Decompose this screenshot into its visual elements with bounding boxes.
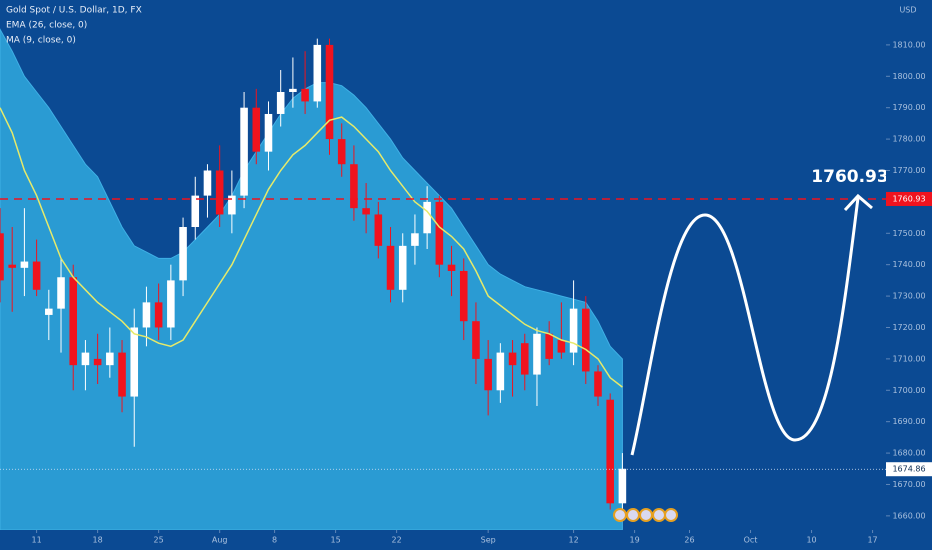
candle-body xyxy=(228,195,236,215)
candle-body xyxy=(569,308,578,353)
y-tick-label: 1700.00 xyxy=(892,386,925,395)
candle-body xyxy=(533,333,541,375)
candle-body xyxy=(508,352,517,366)
candle-body xyxy=(142,302,151,328)
x-tick-label: 11 xyxy=(32,536,42,545)
candle-body xyxy=(350,164,358,209)
candle-body xyxy=(520,343,529,375)
legend-entry: MA (9, close, 0) xyxy=(6,36,76,46)
candle-body xyxy=(154,302,163,328)
candle-body xyxy=(81,352,90,366)
unit-label: USD xyxy=(899,6,916,15)
candle-body xyxy=(215,170,224,215)
candle-body xyxy=(0,233,4,281)
x-tick-label: 25 xyxy=(154,536,164,545)
x-tick-label: Aug xyxy=(212,536,228,545)
candle-body xyxy=(313,44,322,102)
target-price-label: 1760.93 xyxy=(892,194,925,203)
time-axis xyxy=(0,530,932,550)
candle-body xyxy=(472,321,480,359)
candle-body xyxy=(276,91,285,114)
x-tick-label: 15 xyxy=(331,536,341,545)
y-tick-label: 1770.00 xyxy=(892,166,925,175)
candle-body xyxy=(337,139,346,165)
y-tick-label: 1720.00 xyxy=(892,323,925,332)
candle-body xyxy=(191,195,200,228)
y-tick-label: 1780.00 xyxy=(892,135,925,144)
candle-body xyxy=(32,261,41,290)
x-tick-label: Oct xyxy=(744,536,758,545)
candle-body xyxy=(240,107,248,196)
y-tick-label: 1730.00 xyxy=(892,292,925,301)
candle-body xyxy=(289,88,297,92)
candle-body xyxy=(179,227,187,281)
x-tick-label: 26 xyxy=(684,536,694,545)
y-tick-label: 1670.00 xyxy=(892,480,925,489)
y-tick-label: 1750.00 xyxy=(892,229,925,238)
candle-body xyxy=(398,245,407,290)
y-tick-label: 1680.00 xyxy=(892,449,925,458)
y-tick-label: 1810.00 xyxy=(892,40,925,49)
x-tick-label: 18 xyxy=(93,536,103,545)
x-tick-label: 10 xyxy=(806,536,816,545)
candle-body xyxy=(130,327,139,397)
legend-entry: EMA (26, close, 0) xyxy=(6,21,87,31)
target-price-tag xyxy=(886,191,932,206)
candle-body xyxy=(594,371,602,397)
y-tick-label: 1710.00 xyxy=(892,354,925,363)
candle-body xyxy=(374,214,383,246)
y-tick-label: 1690.00 xyxy=(892,417,925,426)
candle-body xyxy=(618,468,627,504)
candle-body xyxy=(447,264,456,271)
current-price-tag xyxy=(886,462,932,477)
projection-arrow xyxy=(630,197,860,456)
ema-line xyxy=(0,107,623,388)
x-tick-label: Sep xyxy=(481,536,496,545)
candle-body xyxy=(69,277,78,366)
candle-body xyxy=(411,233,419,246)
candle-body xyxy=(57,277,65,309)
x-tick-label: 17 xyxy=(867,536,877,545)
y-tick-label: 1660.00 xyxy=(892,511,925,520)
candle-body xyxy=(557,340,566,353)
candle-body xyxy=(118,352,126,397)
candle-body xyxy=(8,264,16,268)
candle-body xyxy=(459,270,468,322)
candle-body xyxy=(496,352,505,391)
chart-title: Gold Spot / U.S. Dollar, 1D, FX xyxy=(6,6,142,16)
price-axis xyxy=(886,0,932,550)
candle-body xyxy=(167,280,175,328)
candle-body xyxy=(606,399,614,504)
x-tick-label: 12 xyxy=(568,536,578,545)
arrow-head xyxy=(843,193,873,212)
candle-body xyxy=(20,261,29,268)
candle-body xyxy=(301,88,309,102)
x-tick-label: 19 xyxy=(630,536,640,545)
x-tick-label: 22 xyxy=(392,536,402,545)
candle-body xyxy=(93,358,102,366)
candle-body xyxy=(264,113,273,152)
candle-body xyxy=(203,170,212,196)
candle-body xyxy=(423,201,431,234)
candle-body xyxy=(484,358,492,391)
current-price-label: 1674.86 xyxy=(892,465,925,474)
candle-body xyxy=(386,245,395,290)
candle-body xyxy=(45,308,53,315)
candle-body xyxy=(582,308,590,372)
y-tick-label: 1740.00 xyxy=(892,260,925,269)
y-tick-label: 1800.00 xyxy=(892,72,925,81)
candle-body xyxy=(325,44,334,140)
candle-body xyxy=(362,208,370,215)
event-icons xyxy=(613,508,678,522)
candle-body xyxy=(252,107,261,152)
candle-body xyxy=(545,333,553,359)
x-tick-label: 8 xyxy=(272,536,277,545)
y-tick-label: 1790.00 xyxy=(892,103,925,112)
target-annotation: 1760.93 xyxy=(811,167,888,187)
candle-body xyxy=(435,201,444,265)
candle-body xyxy=(106,352,114,366)
